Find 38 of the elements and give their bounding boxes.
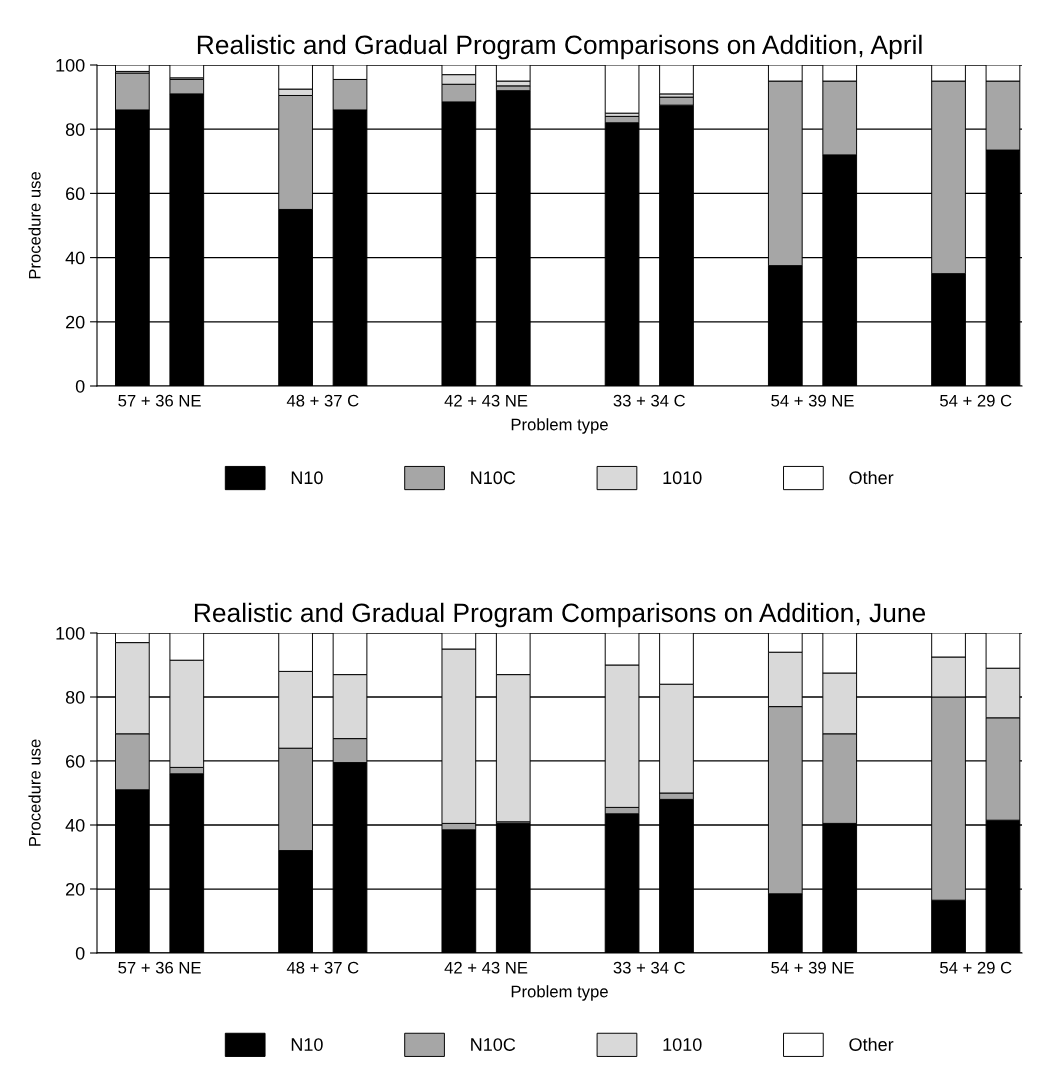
x-tick-label: 54 + 29 C [940,394,1012,407]
legend-label: N10C [471,1038,516,1051]
x-tick-label: 57 + 36 NE [118,961,201,974]
x-tick-label: 42 + 43 NE [444,961,528,974]
legend-label: N10 [291,1038,323,1051]
legend-label: Other [849,470,894,485]
y-axis-title: Procedure use [28,172,41,279]
legend-label: 1010 [663,1038,702,1051]
x-axis-title: Problem type [511,418,608,434]
chart-title: Realistic and Gradual Program Comparisons on Addition, April [197,34,922,60]
x-tick-label: 54 + 39 NE [771,961,854,974]
y-tick-label: 0 [75,946,85,960]
legend-label: N10C [471,471,516,485]
legend-label: Other [849,1037,894,1051]
chart-title: Realistic and Gradual Program Comparisons on Addition, June [194,602,926,628]
y-tick-label: 100 [56,58,85,72]
x-tick-label: 42 + 43 NE [444,394,528,407]
y-tick-label: 20 [66,315,85,329]
y-tick-label: 100 [56,626,85,640]
x-tick-label: 33 + 34 C [613,394,686,407]
y-tick-label: 0 [75,379,85,393]
x-tick-label: 54 + 39 NE [771,394,854,407]
y-tick-label: 40 [65,818,85,832]
y-tick-label: 80 [65,123,85,136]
x-tick-label: 33 + 34 C [613,961,686,974]
y-tick-label: 20 [66,882,85,896]
y-tick-label: 40 [65,251,85,265]
y-tick-label: 80 [65,690,85,704]
legend-label: N10 [291,471,323,485]
x-tick-label: 48 + 37 C [286,961,359,974]
x-tick-label: 54 + 29 C [940,961,1012,974]
x-axis-title: Problem type [511,985,608,1001]
x-tick-label: 57 + 36 NE [118,394,201,407]
x-tick-label: 48 + 37 C [286,394,359,407]
y-tick-label: 60 [66,754,85,768]
legend-label: 1010 [663,471,702,485]
y-tick-label: 60 [66,187,85,201]
y-axis-title: Procedure use [28,739,41,846]
